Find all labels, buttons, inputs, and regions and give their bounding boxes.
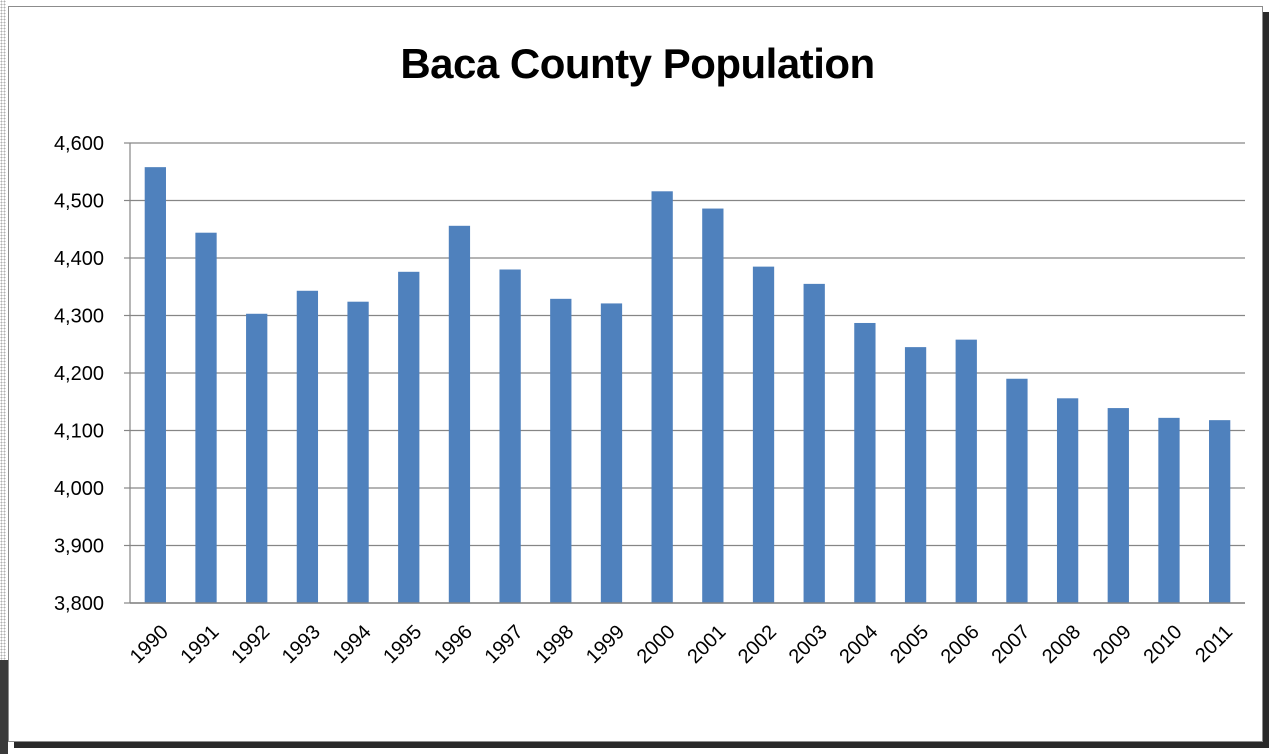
x-tick-labels: 1990 1991 1992 1993 1994 1995 1996 1997 1998 1999… [126,621,1237,668]
bar-2000 [651,191,673,604]
bar-1997 [499,269,521,603]
bar-2007 [1006,378,1028,603]
bar-2001 [702,208,724,604]
bar-2006 [955,339,977,603]
x-tick-label: 1998 [531,621,578,668]
bar-1996 [448,225,471,604]
x-tick-label: 1993 [278,621,325,668]
bars [144,167,1231,604]
frame-edge-bar [0,660,8,754]
bar-1994 [347,301,369,603]
bar-2003 [803,283,825,603]
x-tick-label: 2009 [1089,621,1136,668]
bar-2002 [752,266,775,603]
bar-1999 [600,303,623,603]
x-tick-label: 1999 [582,621,629,668]
x-tick-label: 1996 [430,621,477,668]
x-tick-label: 2004 [835,621,882,668]
y-tick-labels: 3,800 3,900 4,000 4,100 4,200 4,300 4,400 4,500… [54,133,130,615]
x-tick-label: 2003 [785,621,832,668]
x-tick-label: 2010 [1139,621,1186,668]
y-tick-label: 4,100 [54,421,104,443]
bar-1993 [296,290,319,603]
bar-1991 [195,232,217,603]
frame-edge-pattern [0,0,6,754]
chart-frame [8,6,1263,742]
bar-2009 [1107,408,1129,603]
y-tick-label: 4,600 [54,133,104,155]
bar-2008 [1056,398,1079,603]
bar-2010 [1158,417,1180,603]
x-tick-label: 2011 [1191,621,1237,667]
bar-1998 [550,298,572,603]
bar-2004 [854,322,876,603]
y-tick-label: 4,500 [54,191,104,213]
x-tick-label: 2001 [683,621,730,668]
x-tick-label: 1990 [126,621,173,668]
x-tick-label: 2005 [886,621,933,668]
x-tick-label: 2000 [633,621,680,668]
x-tick-label: 2002 [734,621,781,668]
x-tick-label: 1997 [481,621,528,668]
x-tick-label: 1992 [227,621,274,668]
bar-1992 [246,313,268,603]
bar-2011 [1209,420,1231,603]
x-tick-label: 2006 [937,621,984,668]
bar-2005 [904,347,927,603]
y-tick-label: 3,800 [54,593,104,615]
y-tick-label: 4,200 [54,363,104,385]
x-tick-label: 1995 [379,621,426,668]
x-tick-label: 2008 [1038,621,1085,668]
x-tick-label: 1994 [329,621,376,668]
chart-title: Baca County Population [400,40,875,87]
x-tick-label: 2007 [987,621,1034,668]
bar-1995 [398,271,420,603]
y-tick-label: 4,300 [54,306,104,328]
y-tick-label: 3,900 [54,536,104,558]
y-tick-label: 4,000 [54,478,104,500]
bar-1990 [144,167,166,603]
x-tick-label: 1991 [177,621,224,668]
y-tick-label: 4,400 [54,248,104,270]
